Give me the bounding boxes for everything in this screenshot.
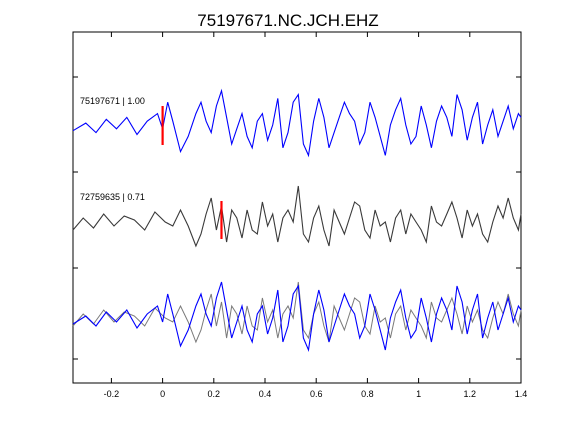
trace-label: 75197671 | 1.00: [80, 96, 145, 106]
x-tick-label: 0.4: [259, 389, 272, 399]
overlay-template-line: [72, 281, 522, 353]
plot-frame: [72, 31, 522, 384]
match-trace-line: [72, 185, 522, 248]
x-tick-label: 0.6: [310, 389, 323, 399]
x-tick-label: 0: [160, 389, 165, 399]
y-axis-ticks: [73, 76, 521, 360]
x-tick-label: 1: [416, 389, 421, 399]
pick-markers: [161, 106, 223, 239]
overlay-match-line: [72, 281, 522, 344]
trace-group: [72, 88, 522, 353]
trace-label: 72759635 | 0.71: [80, 192, 145, 202]
x-tick-label: 0.8: [361, 389, 374, 399]
trace-labels: 75197671 | 1.00 72759635 | 0.71: [80, 96, 145, 202]
chart-title: 75197671.NC.JCH.EHZ: [197, 11, 378, 30]
x-tick-label: 1.2: [464, 389, 477, 399]
x-axis-ticks: -0.2 0 0.2 0.4 0.6 0.8 1 1.2 1.4: [104, 32, 528, 399]
template-trace-line: [72, 88, 522, 158]
x-tick-label: -0.2: [104, 389, 120, 399]
x-tick-label: 0.2: [208, 389, 221, 399]
x-tick-label: 1.4: [515, 389, 528, 399]
